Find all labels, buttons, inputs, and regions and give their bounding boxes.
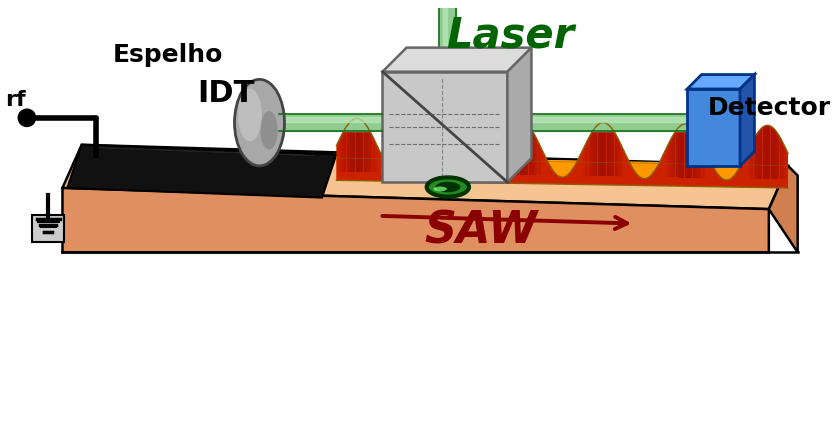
Polygon shape <box>337 118 788 188</box>
Polygon shape <box>687 75 755 89</box>
Polygon shape <box>130 149 151 150</box>
Polygon shape <box>257 153 278 154</box>
Polygon shape <box>337 156 788 188</box>
Ellipse shape <box>238 89 262 141</box>
Polygon shape <box>112 148 134 149</box>
Polygon shape <box>293 155 315 156</box>
Polygon shape <box>439 180 457 187</box>
Polygon shape <box>166 150 188 151</box>
Polygon shape <box>382 47 531 72</box>
Polygon shape <box>63 145 788 209</box>
Circle shape <box>18 109 36 126</box>
Polygon shape <box>276 154 296 155</box>
FancyBboxPatch shape <box>382 72 508 182</box>
Ellipse shape <box>235 79 285 166</box>
Polygon shape <box>63 188 769 252</box>
FancyBboxPatch shape <box>32 215 64 242</box>
Ellipse shape <box>427 177 469 197</box>
Text: rf: rf <box>5 90 25 110</box>
Text: Laser: Laser <box>446 14 574 56</box>
Text: IDT: IDT <box>197 79 255 108</box>
Polygon shape <box>185 151 206 152</box>
Polygon shape <box>508 47 531 182</box>
Polygon shape <box>203 151 224 152</box>
Polygon shape <box>148 149 170 150</box>
Ellipse shape <box>433 187 447 191</box>
Polygon shape <box>740 75 755 166</box>
Ellipse shape <box>435 182 460 192</box>
Text: SAW: SAW <box>424 210 537 253</box>
Text: Detector: Detector <box>707 96 830 120</box>
Polygon shape <box>769 166 797 252</box>
Ellipse shape <box>261 111 278 150</box>
Polygon shape <box>220 152 242 153</box>
Text: Espelho: Espelho <box>113 43 224 67</box>
FancyBboxPatch shape <box>687 89 740 166</box>
Polygon shape <box>68 145 337 198</box>
